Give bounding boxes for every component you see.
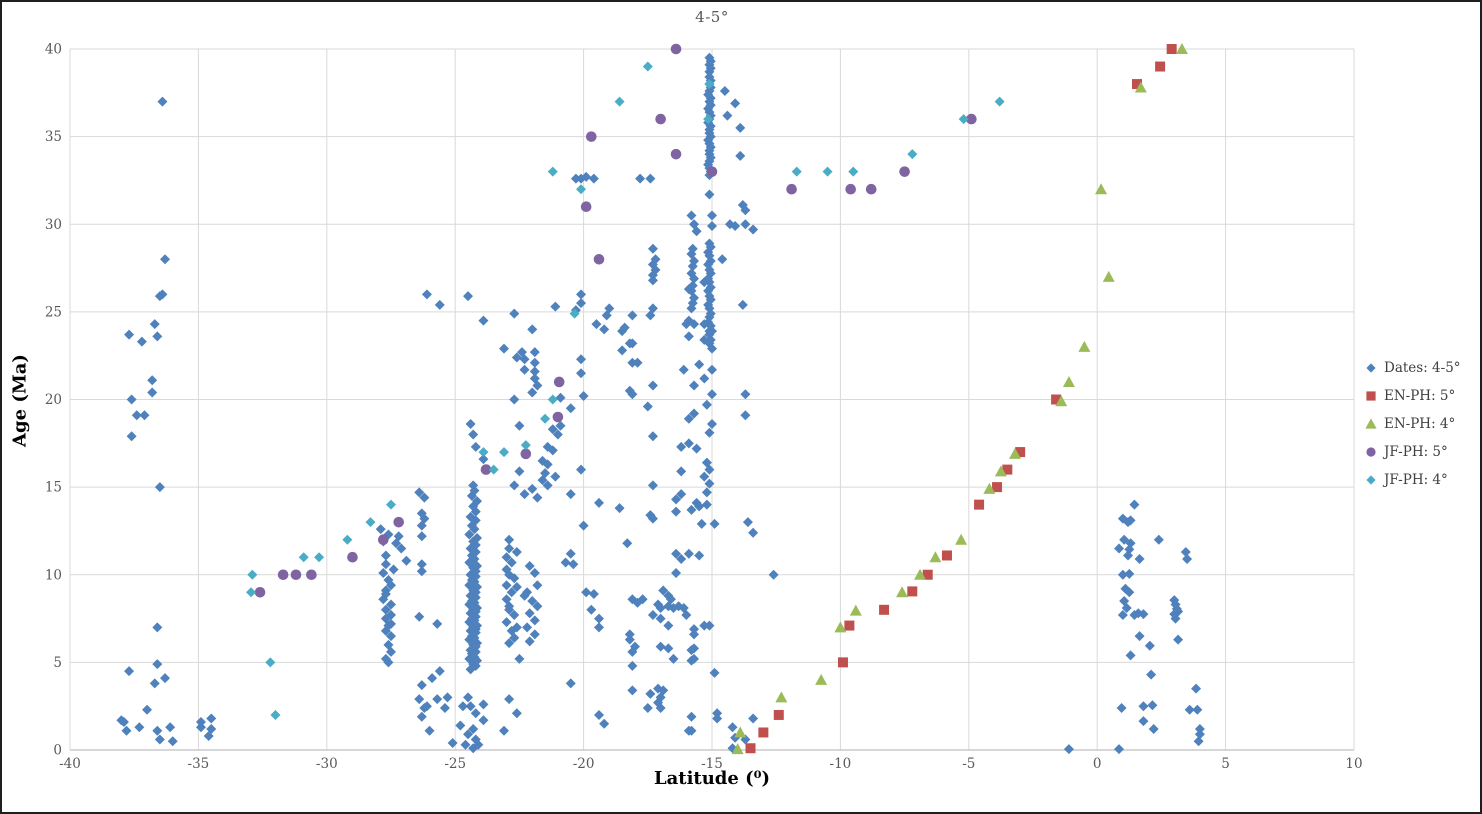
y-tick-label: 35	[45, 129, 62, 145]
square-marker-icon	[1366, 391, 1376, 401]
x-tick-label: -5	[962, 756, 975, 772]
legend-item-dates-4-5-[interactable]: Dates: 4-5°	[1364, 354, 1461, 382]
diamond-marker-icon	[1366, 475, 1376, 485]
series-dates-4-5-	[116, 52, 1205, 755]
x-tick-label: -35	[188, 756, 210, 772]
x-tick-label: -10	[830, 756, 852, 772]
x-tick-label: 5	[1221, 756, 1230, 772]
legend-label: JF-PH: 4°	[1384, 472, 1448, 488]
diamond-marker-icon	[1366, 363, 1376, 373]
triangle-marker-icon	[1365, 418, 1377, 429]
y-tick-label: 0	[53, 743, 62, 759]
legend: Dates: 4-5° EN-PH: 5° EN-PH: 4° JF-PH: 5° JF…	[1364, 354, 1461, 494]
x-tick-label: -30	[316, 756, 338, 772]
y-tick-label: 30	[45, 217, 62, 233]
x-tick-label: -15	[701, 756, 723, 772]
legend-item-en-ph-4-[interactable]: EN-PH: 4°	[1364, 410, 1461, 438]
legend-label: EN-PH: 4°	[1384, 416, 1456, 432]
series-jf-ph-4-	[246, 61, 1005, 720]
y-tick-label: 5	[53, 655, 62, 671]
legend-item-jf-ph-5-[interactable]: JF-PH: 5°	[1364, 438, 1461, 466]
legend-item-en-ph-5-[interactable]: EN-PH: 5°	[1364, 382, 1461, 410]
y-tick-label: 20	[45, 392, 62, 408]
x-axis-title: Latitude (⁰)	[653, 768, 771, 789]
axis-tick-labels: -40 -35 -30 -25 -20 -15 -10 -5 0 5 10 0 5 10 15 20 25 30 3…	[45, 42, 1363, 773]
legend-label: JF-PH: 5°	[1384, 444, 1448, 460]
legend-label: EN-PH: 5°	[1384, 388, 1456, 404]
legend-label: Dates: 4-5°	[1384, 360, 1461, 376]
y-tick-label: 40	[45, 42, 62, 58]
legend-item-jf-ph-4-[interactable]: JF-PH: 4°	[1364, 466, 1461, 494]
x-tick-label: 0	[1093, 756, 1102, 772]
y-tick-label: 25	[45, 304, 62, 320]
x-tick-label: -20	[573, 756, 595, 772]
x-tick-label: -25	[444, 756, 466, 772]
circle-marker-icon	[1366, 447, 1376, 457]
y-tick-label: 15	[45, 480, 62, 496]
series-en-ph-5-	[745, 44, 1177, 754]
y-tick-label: 10	[45, 567, 62, 583]
chart-title: 4-5°	[695, 8, 729, 26]
x-tick-label: -40	[59, 756, 81, 772]
series-en-ph-4-	[731, 43, 1188, 755]
x-tick-label: 10	[1345, 756, 1362, 772]
series-jf-ph-5-	[254, 43, 977, 598]
